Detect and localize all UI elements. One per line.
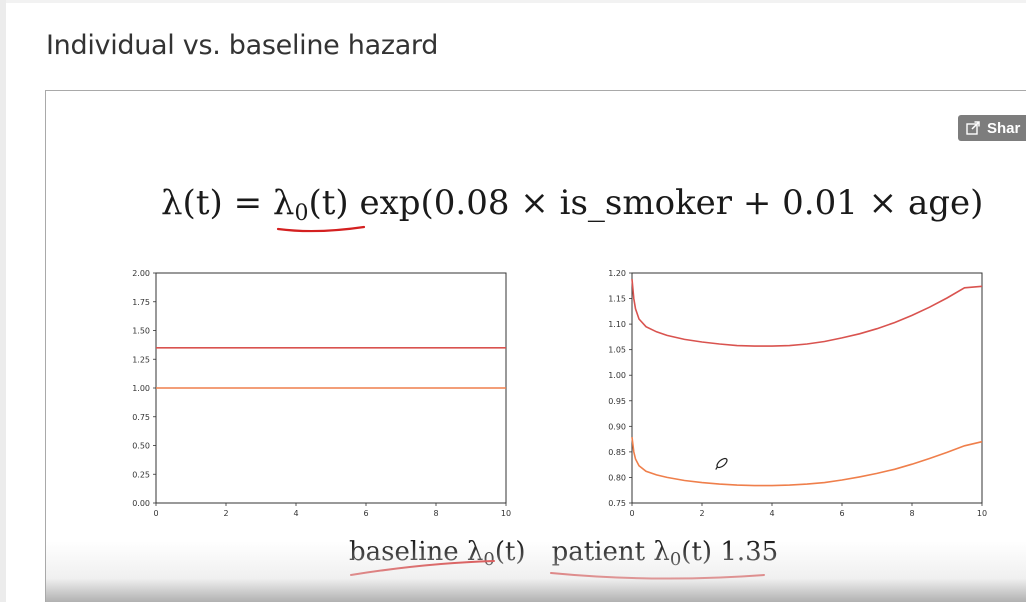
x-tick-label: 8 [433,509,438,518]
baseline-hazard-chart: 0.00 0.25 0.50 0.75 1.00 1.25 1.50 1.75 2.00 0 2 4 6… [132,269,511,518]
formula-baseline: λ0(t) [272,183,349,226]
formula-baseline-lambda: λ [272,183,295,223]
y-tick-label: 0.95 [608,397,626,406]
x-tick-label: 4 [769,509,774,518]
formula-lhs: λ(t) [161,183,223,223]
x-tick-label: 4 [293,509,298,518]
y-tick-label: 1.25 [132,355,150,364]
axes-frame [631,272,983,504]
x-tick-label: 8 [909,509,914,518]
x-tick-label: 6 [363,509,368,518]
y-tick-label: 0.90 [608,422,626,431]
formula-equals: = [233,183,263,223]
annotation-layer [276,225,765,580]
x-tick-label: 10 [501,509,511,518]
y-tick-label: 0.75 [132,413,150,422]
y-tick-label: 0.80 [608,473,626,482]
y-tick-label: 1.15 [608,295,626,304]
top-rule [0,0,1026,3]
formula-rhs: exp(0.08 × is_smoker + 0.01 × age) [359,183,984,223]
series-line-2 [631,437,983,487]
share-label: Shar [987,119,1021,137]
x-tick-label: 2 [699,509,704,518]
x-tick-label: 2 [223,509,228,518]
external-share-icon [966,121,980,135]
y-tick-label: 1.10 [608,320,626,329]
x-tick-label: 0 [153,509,158,518]
y-tick-label: 1.00 [608,371,626,380]
y-tick-label: 1.00 [132,384,150,393]
formula-baseline-arg: (t) [308,183,349,223]
y-tick-label: 1.50 [132,327,150,336]
y-tick-label: 0.25 [132,470,150,479]
hazard-formula: λ(t) = λ0(t) exp(0.08 × is_smoker + 0.01… [161,183,984,226]
y-tick-label: 2.00 [132,269,150,278]
y-tick-label: 1.05 [608,346,626,355]
left-rule [0,0,6,602]
x-tick-label: 10 [977,509,987,518]
share-button[interactable]: Shar [958,115,1026,141]
y-tick-label: 0.50 [132,442,150,451]
x-tick-label: 6 [839,509,844,518]
video-frame[interactable]: Shar λ(t) = λ0(t) exp(0.08 × is_smoker +… [45,90,1026,602]
underline-baseline-formula [276,225,366,233]
page-title: Individual vs. baseline hazard [46,30,439,61]
y-tick-label: 0.85 [608,448,626,457]
formula-baseline-sub: 0 [294,201,309,226]
y-tick-label: 0.75 [608,499,626,508]
patient-hazard-chart: 0.75 0.80 0.85 0.90 0.95 1.00 1.05 1.10 1.15 1.20… [608,269,987,518]
x-tick-label: 0 [629,509,634,518]
y-tick-label: 0.00 [132,499,150,508]
underline-baseline-caption [350,560,495,576]
pen-cursor-icon [715,457,728,470]
y-tick-label: 1.75 [132,298,150,307]
y-tick-label: 1.20 [608,269,626,278]
series-line-1 [631,279,983,347]
underline-patient-caption [550,572,765,580]
